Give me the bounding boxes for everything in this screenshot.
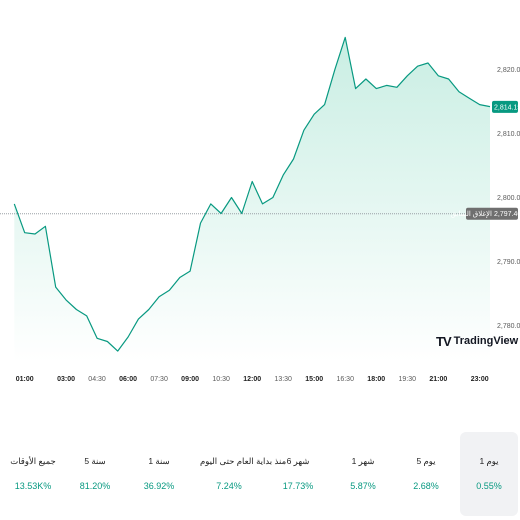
period-tab-2[interactable]: 1 شهر 5.87% [334,432,392,516]
period-tab-5[interactable]: 1 سنة 36.92% [130,432,188,516]
x-axis-tick-label: 01:00 [16,376,34,383]
x-axis-tick-label: 09:00 [181,376,199,383]
period-label: 6 شهر [286,456,310,466]
x-axis-tick-label: 16:30 [336,376,354,383]
x-axis-tick-label: 19:30 [399,376,417,383]
previous-close-label: الإغلاق السابق [451,210,492,218]
x-axis-tick-label: 18:00 [367,376,385,383]
period-label: منذ بداية العام حتى اليوم [200,456,287,466]
y-axis-tick-label: 2,780.000 [497,323,520,330]
x-axis-tick-label: 15:00 [305,376,323,383]
x-axis-tick-label: 23:00 [471,376,489,383]
period-label: جميع الأوقات [10,456,56,466]
tradingview-watermark[interactable]: TV TradingView [436,333,518,349]
period-change-value: 7.24% [216,481,242,491]
y-axis-tick-label: 2,790.000 [497,259,520,266]
price-area-fill [14,37,491,363]
y-axis-tick-label: 2,820.000 [497,67,520,74]
period-change-value: 36.92% [143,481,175,491]
x-axis-tick-label: 10:30 [212,376,230,383]
period-tab-3[interactable]: 6 شهر 17.73% [269,432,327,516]
tradingview-logo-icon: TV [436,333,452,349]
x-axis-tick-label: 21:00 [429,376,447,383]
period-change-value: 13.53K% [14,481,52,491]
x-axis-tick-label: 12:00 [243,376,261,383]
period-label: 1 يوم [479,456,499,466]
x-axis-tick-label: 07:30 [150,376,168,383]
x-axis-tick-label: 13:30 [274,376,292,383]
period-change-value: 5.87% [350,481,376,491]
period-change-value: 81.20% [79,481,111,491]
period-change-value: 0.55% [476,481,502,491]
period-tab-7[interactable]: جميع الأوقات 13.53K% [4,432,62,516]
y-axis-tick-label: 2,800.000 [497,195,520,202]
x-axis-tick-label: 03:00 [57,376,75,383]
period-label: 5 يوم [416,456,436,466]
x-axis-tick-label: 04:30 [88,376,106,383]
tradingview-brand-text: TradingView [453,335,519,347]
period-change-value: 17.73% [282,481,314,491]
previous-close-value: 2,797.460 [494,211,520,218]
price-chart[interactable]: 2,820.000 2,810.000 2,800.000 2,790.000 2,78… [0,0,520,400]
last-price-badge: 2,814.155 [492,100,520,113]
period-label: 5 سنة [84,456,106,466]
period-tab-4[interactable]: منذ بداية العام حتى اليوم 7.24% [200,432,287,516]
period-label: 1 شهر [351,456,375,466]
period-change-value: 2.68% [413,481,439,491]
period-label: 1 سنة [148,456,170,466]
x-axis-tick-label: 06:00 [119,376,137,383]
period-tab-0[interactable]: 1 يوم 0.55% [460,432,518,516]
last-price-label: 2,814.155 [494,104,520,111]
period-performance-bar: 1 يوم 0.55% 5 يوم 2.68% 1 شهر 5.87% 6 شهر 17.73… [0,432,520,518]
period-tab-1[interactable]: 5 يوم 2.68% [397,432,455,516]
price-series-line [13,36,491,352]
y-axis-tick-label: 2,810.000 [497,131,520,138]
period-tab-6[interactable]: 5 سنة 81.20% [66,432,124,516]
